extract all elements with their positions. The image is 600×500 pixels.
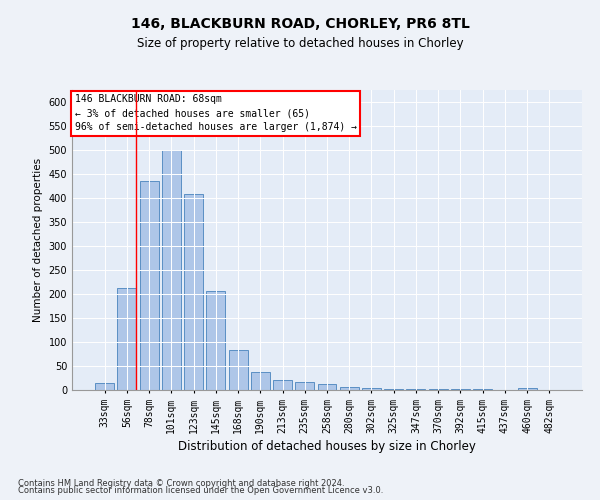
Bar xyxy=(140,181,158,390)
Y-axis label: Number of detached properties: Number of detached properties xyxy=(33,158,43,322)
Text: 146 BLACKBURN ROAD: 68sqm
← 3% of detached houses are smaller (65)
96% of semi-d: 146 BLACKBURN ROAD: 68sqm ← 3% of detach… xyxy=(74,94,356,132)
Bar xyxy=(273,380,292,390)
Bar xyxy=(317,384,337,390)
Text: 146, BLACKBURN ROAD, CHORLEY, PR6 8TL: 146, BLACKBURN ROAD, CHORLEY, PR6 8TL xyxy=(131,18,469,32)
Bar xyxy=(184,194,203,390)
Bar xyxy=(162,150,181,390)
Bar xyxy=(429,389,448,390)
Bar xyxy=(406,389,425,390)
Bar xyxy=(362,388,381,390)
Text: Size of property relative to detached houses in Chorley: Size of property relative to detached ho… xyxy=(137,38,463,51)
Bar xyxy=(95,383,114,390)
Text: Contains public sector information licensed under the Open Government Licence v3: Contains public sector information licen… xyxy=(18,486,383,495)
Bar xyxy=(206,290,225,390)
Bar xyxy=(340,387,359,390)
Bar xyxy=(295,382,314,390)
Bar xyxy=(518,388,536,390)
Text: Contains HM Land Registry data © Crown copyright and database right 2024.: Contains HM Land Registry data © Crown c… xyxy=(18,478,344,488)
Bar xyxy=(473,389,492,390)
Bar xyxy=(229,350,248,390)
Bar xyxy=(384,388,403,390)
Bar xyxy=(118,288,136,390)
Bar xyxy=(251,372,270,390)
Bar xyxy=(451,389,470,390)
X-axis label: Distribution of detached houses by size in Chorley: Distribution of detached houses by size … xyxy=(178,440,476,453)
